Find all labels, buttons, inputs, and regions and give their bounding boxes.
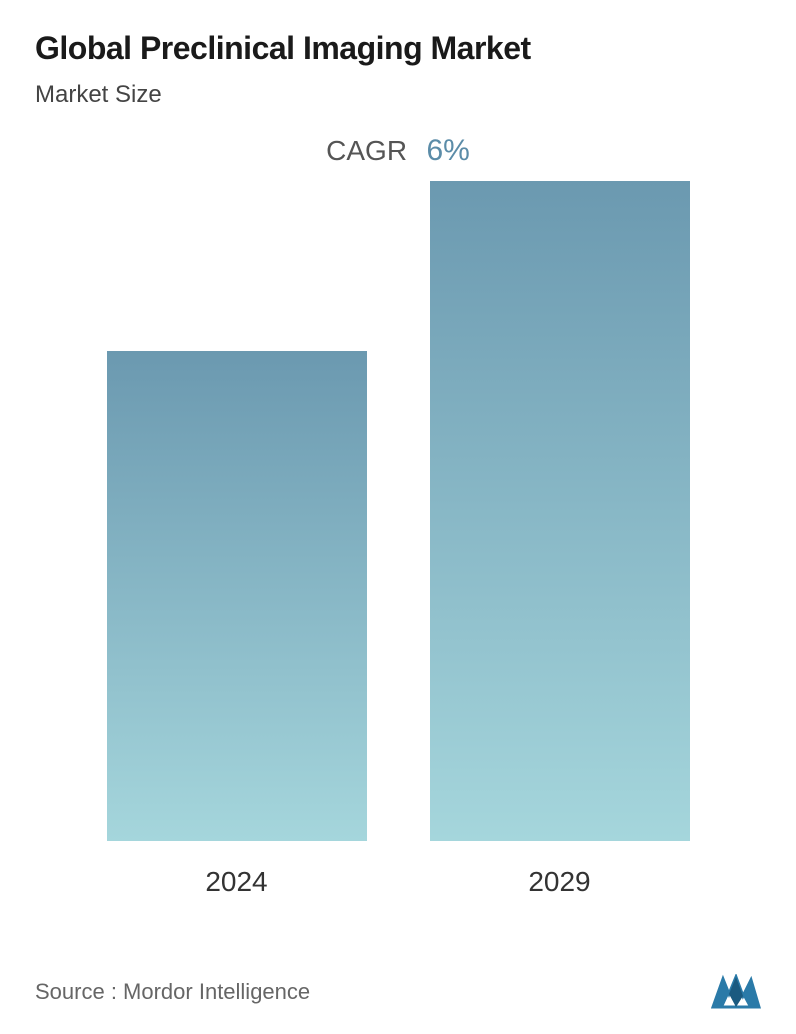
bar-group-0: 2024 bbox=[107, 351, 367, 898]
bar-group-1: 2029 bbox=[430, 181, 690, 898]
chart-subtitle: Market Size bbox=[35, 81, 761, 109]
cagr-row: CAGR 6% bbox=[35, 134, 761, 168]
bar-label-1: 2029 bbox=[528, 866, 590, 898]
brand-logo-icon bbox=[711, 974, 761, 1009]
bar-label-0: 2024 bbox=[205, 866, 267, 898]
cagr-label: CAGR bbox=[326, 135, 407, 166]
bar-1 bbox=[430, 181, 690, 841]
bar-0 bbox=[107, 351, 367, 841]
bar-chart-area: 2024 2029 bbox=[35, 228, 761, 898]
chart-title: Global Preclinical Imaging Market bbox=[35, 30, 761, 67]
footer: Source : Mordor Intelligence bbox=[35, 974, 761, 1009]
source-attribution: Source : Mordor Intelligence bbox=[35, 979, 310, 1005]
cagr-value: 6% bbox=[427, 134, 470, 167]
